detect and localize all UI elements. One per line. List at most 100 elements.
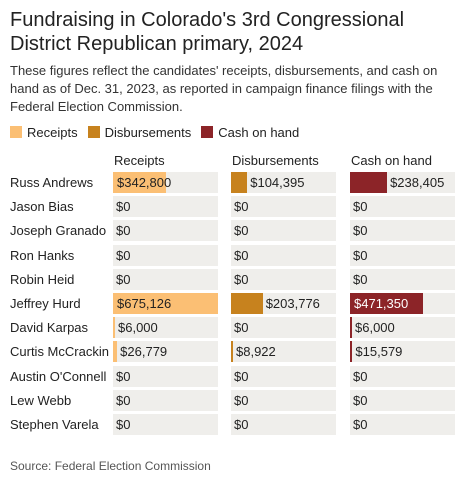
cell-disbursements: $0	[231, 220, 336, 242]
candidate-name: Jeffrey Hurd	[10, 296, 81, 311]
cell-receipts: $342,800	[113, 172, 218, 193]
value-label-receipts: $6,000	[118, 320, 158, 336]
row-robin-heid: Robin Heid $0 $0 $0	[0, 268, 474, 292]
candidate-name: Curtis McCrackin	[10, 344, 109, 360]
cell-cash-on-hand: $0	[350, 414, 455, 435]
cell-disbursements: $0	[231, 389, 336, 411]
legend-item-disbursements: Disbursements	[87, 124, 192, 140]
cell-cash-on-hand: $0	[350, 196, 455, 218]
candidate-name: Russ Andrews	[10, 175, 94, 190]
bar-cash-on-hand	[350, 341, 353, 363]
value-label-cash-on-hand: $15,579	[355, 344, 403, 360]
cell-disbursements: $0	[231, 268, 336, 290]
bar-disbursements	[231, 293, 263, 314]
row-ron-hanks: Ron Hanks $0 $0 $0	[0, 244, 474, 268]
cell-disbursements: $0	[231, 317, 336, 339]
row-david-karpas: David Karpas $6,000 $0 $6,000	[0, 316, 474, 340]
chart-subtitle: These figures reflect the candidates' re…	[10, 63, 438, 114]
cell-receipts: $0	[113, 220, 218, 242]
cell-receipts: $26,779	[113, 341, 218, 363]
cell-cash-on-hand: $238,405	[350, 172, 455, 193]
value-label-cash-on-hand: $0	[353, 199, 368, 215]
value-label-disbursements: $0	[234, 320, 249, 336]
row-curtis-mccrackin: Curtis McCrackin $26,779 $8,922 $15,579	[0, 340, 474, 364]
cell-disbursements: $0	[231, 365, 336, 387]
legend-label-disbursements: Disbursements	[104, 124, 192, 140]
cell-receipts: $0	[113, 268, 218, 290]
value-label-receipts: $0	[116, 392, 131, 408]
source-note: Source: Federal Election Commission	[10, 459, 211, 473]
bar-receipts	[113, 317, 115, 339]
bar-receipts	[113, 341, 118, 363]
value-label-cash-on-hand: $6,000	[355, 320, 395, 336]
value-label-receipts: $0	[116, 417, 131, 432]
value-label-receipts: $0	[116, 247, 131, 263]
bar-receipts	[113, 293, 218, 314]
value-label-disbursements: $0	[234, 392, 249, 408]
cell-cash-on-hand: $6,000	[350, 317, 455, 339]
value-label-disbursements: $104,395	[250, 175, 305, 190]
candidate-name: Robin Heid	[10, 271, 75, 287]
cell-disbursements: $0	[231, 244, 336, 266]
legend-label-cash-on-hand: Cash on hand	[218, 124, 300, 140]
legend-swatch-cash-on-hand	[201, 126, 214, 138]
row-stephen-varela: Stephen Varela $0 $0 $0	[0, 413, 474, 437]
row-lew-webb: Lew Webb $0 $0 $0	[0, 389, 474, 413]
bar-disbursements	[231, 172, 248, 193]
bar-cash-on-hand	[350, 172, 388, 193]
value-label-cash-on-hand: $0	[353, 271, 368, 287]
cell-cash-on-hand: $0	[350, 220, 455, 242]
candidate-name: Lew Webb	[10, 392, 72, 408]
column-header-cash-on-hand: Cash on hand	[351, 153, 432, 168]
legend-label-receipts: Receipts	[27, 124, 78, 140]
cell-receipts: $0	[113, 244, 218, 266]
value-label-disbursements: $8,922	[236, 344, 276, 360]
legend-swatch-receipts	[10, 126, 22, 138]
candidate-name: Joseph Granado	[10, 223, 107, 239]
candidate-name: Austin O'Connell	[10, 368, 107, 384]
value-label-cash-on-hand: $0	[353, 368, 368, 384]
column-header-disbursements: Disbursements	[232, 153, 319, 168]
value-label-cash-on-hand: $238,405	[390, 175, 445, 190]
cell-cash-on-hand: $471,350	[350, 293, 455, 314]
bar-receipts	[113, 172, 167, 193]
row-russ-andrews: Russ Andrews $342,800 $104,395 $238,405	[0, 171, 474, 195]
candidate-name: Jason Bias	[10, 199, 74, 215]
cell-receipts: $0	[113, 196, 218, 218]
bar-cash-on-hand	[350, 293, 424, 314]
cell-receipts: $0	[113, 365, 218, 387]
cell-receipts: $675,126	[113, 293, 218, 314]
value-label-disbursements: $0	[234, 417, 249, 432]
candidate-name: Stephen Varela	[10, 417, 99, 432]
cell-receipts: $0	[113, 389, 218, 411]
legend-item-cash-on-hand: Cash on hand	[201, 125, 299, 140]
column-header-receipts: Receipts	[114, 153, 165, 168]
bar-disbursements	[231, 341, 233, 363]
cell-receipts: $6,000	[113, 317, 218, 339]
legend: Receipts Disbursements Cash on hand	[10, 124, 309, 140]
value-label-disbursements: $0	[234, 368, 249, 384]
value-label-cash-on-hand: $0	[353, 417, 368, 432]
cell-cash-on-hand: $0	[350, 389, 455, 411]
value-label-receipts: $26,779	[120, 344, 168, 360]
value-label-cash-on-hand: $0	[353, 223, 368, 239]
value-label-disbursements: $203,776	[265, 296, 320, 311]
chart-title: Fundraising in Colorado's 3rd Congressio…	[10, 9, 405, 55]
value-label-disbursements: $0	[234, 271, 249, 287]
value-label-disbursements: $0	[234, 223, 249, 239]
value-label-receipts: $675,126	[117, 296, 172, 311]
value-label-receipts: $0	[116, 199, 131, 215]
cell-receipts: $0	[113, 414, 218, 435]
cell-cash-on-hand: $0	[350, 365, 455, 387]
cell-disbursements: $0	[231, 414, 336, 435]
bar-cash-on-hand	[350, 317, 352, 339]
cell-cash-on-hand: $0	[350, 244, 455, 266]
value-label-cash-on-hand: $0	[353, 392, 368, 408]
cell-disbursements: $104,395	[231, 172, 336, 193]
candidate-name: David Karpas	[10, 320, 89, 336]
cell-cash-on-hand: $15,579	[350, 341, 455, 363]
row-jeffrey-hurd: Jeffrey Hurd $675,126 $203,776 $471,350	[0, 292, 474, 316]
value-label-disbursements: $0	[234, 199, 249, 215]
cell-disbursements: $0	[231, 196, 336, 218]
value-label-disbursements: $0	[234, 247, 249, 263]
